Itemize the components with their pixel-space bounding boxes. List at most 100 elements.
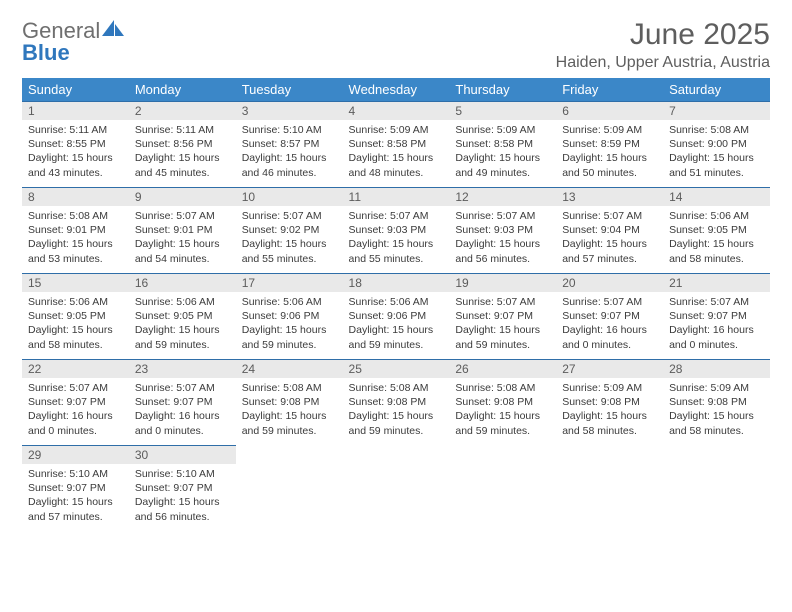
weekday-header: Wednesday bbox=[343, 78, 450, 102]
day-number: 27 bbox=[556, 360, 663, 378]
calendar-cell bbox=[449, 446, 556, 532]
day-number: 28 bbox=[663, 360, 770, 378]
day-details: Sunrise: 5:06 AMSunset: 9:06 PMDaylight:… bbox=[343, 292, 450, 356]
day-details: Sunrise: 5:11 AMSunset: 8:56 PMDaylight:… bbox=[129, 120, 236, 184]
day-details: Sunrise: 5:09 AMSunset: 8:59 PMDaylight:… bbox=[556, 120, 663, 184]
day-number: 22 bbox=[22, 360, 129, 378]
calendar-cell: 2Sunrise: 5:11 AMSunset: 8:56 PMDaylight… bbox=[129, 102, 236, 188]
day-number: 18 bbox=[343, 274, 450, 292]
calendar-cell: 22Sunrise: 5:07 AMSunset: 9:07 PMDayligh… bbox=[22, 360, 129, 446]
day-number: 25 bbox=[343, 360, 450, 378]
day-number: 6 bbox=[556, 102, 663, 120]
day-number: 30 bbox=[129, 446, 236, 464]
calendar-header-row: Sunday Monday Tuesday Wednesday Thursday… bbox=[22, 78, 770, 102]
day-details: Sunrise: 5:09 AMSunset: 8:58 PMDaylight:… bbox=[449, 120, 556, 184]
day-details: Sunrise: 5:09 AMSunset: 8:58 PMDaylight:… bbox=[343, 120, 450, 184]
logo-word-blue: Blue bbox=[22, 40, 70, 65]
day-details: Sunrise: 5:06 AMSunset: 9:05 PMDaylight:… bbox=[22, 292, 129, 356]
calendar-cell: 28Sunrise: 5:09 AMSunset: 9:08 PMDayligh… bbox=[663, 360, 770, 446]
calendar-cell: 23Sunrise: 5:07 AMSunset: 9:07 PMDayligh… bbox=[129, 360, 236, 446]
day-number: 5 bbox=[449, 102, 556, 120]
calendar-cell: 18Sunrise: 5:06 AMSunset: 9:06 PMDayligh… bbox=[343, 274, 450, 360]
calendar-cell: 14Sunrise: 5:06 AMSunset: 9:05 PMDayligh… bbox=[663, 188, 770, 274]
day-number: 26 bbox=[449, 360, 556, 378]
calendar-body: 1Sunrise: 5:11 AMSunset: 8:55 PMDaylight… bbox=[22, 102, 770, 532]
day-number: 21 bbox=[663, 274, 770, 292]
day-number: 7 bbox=[663, 102, 770, 120]
logo-text: General Blue bbox=[22, 18, 126, 64]
calendar-cell: 8Sunrise: 5:08 AMSunset: 9:01 PMDaylight… bbox=[22, 188, 129, 274]
day-details: Sunrise: 5:06 AMSunset: 9:06 PMDaylight:… bbox=[236, 292, 343, 356]
calendar-cell: 19Sunrise: 5:07 AMSunset: 9:07 PMDayligh… bbox=[449, 274, 556, 360]
weekday-header: Saturday bbox=[663, 78, 770, 102]
weekday-header: Friday bbox=[556, 78, 663, 102]
calendar-cell: 9Sunrise: 5:07 AMSunset: 9:01 PMDaylight… bbox=[129, 188, 236, 274]
calendar-cell: 20Sunrise: 5:07 AMSunset: 9:07 PMDayligh… bbox=[556, 274, 663, 360]
day-number: 9 bbox=[129, 188, 236, 206]
calendar-cell: 1Sunrise: 5:11 AMSunset: 8:55 PMDaylight… bbox=[22, 102, 129, 188]
calendar-cell: 11Sunrise: 5:07 AMSunset: 9:03 PMDayligh… bbox=[343, 188, 450, 274]
day-details: Sunrise: 5:07 AMSunset: 9:07 PMDaylight:… bbox=[22, 378, 129, 442]
calendar-cell bbox=[663, 446, 770, 532]
day-number: 2 bbox=[129, 102, 236, 120]
day-number: 3 bbox=[236, 102, 343, 120]
weekday-header: Tuesday bbox=[236, 78, 343, 102]
day-details: Sunrise: 5:10 AMSunset: 9:07 PMDaylight:… bbox=[129, 464, 236, 528]
calendar-cell bbox=[343, 446, 450, 532]
day-details: Sunrise: 5:08 AMSunset: 9:08 PMDaylight:… bbox=[236, 378, 343, 442]
day-details: Sunrise: 5:10 AMSunset: 9:07 PMDaylight:… bbox=[22, 464, 129, 528]
day-details: Sunrise: 5:07 AMSunset: 9:01 PMDaylight:… bbox=[129, 206, 236, 270]
day-number: 4 bbox=[343, 102, 450, 120]
calendar-cell: 13Sunrise: 5:07 AMSunset: 9:04 PMDayligh… bbox=[556, 188, 663, 274]
calendar-cell: 25Sunrise: 5:08 AMSunset: 9:08 PMDayligh… bbox=[343, 360, 450, 446]
day-number: 20 bbox=[556, 274, 663, 292]
calendar-cell: 12Sunrise: 5:07 AMSunset: 9:03 PMDayligh… bbox=[449, 188, 556, 274]
calendar-cell: 7Sunrise: 5:08 AMSunset: 9:00 PMDaylight… bbox=[663, 102, 770, 188]
day-details: Sunrise: 5:07 AMSunset: 9:02 PMDaylight:… bbox=[236, 206, 343, 270]
page-header: General Blue June 2025 Haiden, Upper Aus… bbox=[22, 18, 770, 72]
calendar-week-row: 1Sunrise: 5:11 AMSunset: 8:55 PMDaylight… bbox=[22, 102, 770, 188]
day-number: 17 bbox=[236, 274, 343, 292]
calendar-table: Sunday Monday Tuesday Wednesday Thursday… bbox=[22, 78, 770, 532]
day-number: 8 bbox=[22, 188, 129, 206]
day-number: 19 bbox=[449, 274, 556, 292]
day-number: 14 bbox=[663, 188, 770, 206]
weekday-header: Sunday bbox=[22, 78, 129, 102]
day-details: Sunrise: 5:08 AMSunset: 9:00 PMDaylight:… bbox=[663, 120, 770, 184]
calendar-week-row: 22Sunrise: 5:07 AMSunset: 9:07 PMDayligh… bbox=[22, 360, 770, 446]
day-details: Sunrise: 5:09 AMSunset: 9:08 PMDaylight:… bbox=[663, 378, 770, 442]
day-details: Sunrise: 5:06 AMSunset: 9:05 PMDaylight:… bbox=[129, 292, 236, 356]
day-number: 1 bbox=[22, 102, 129, 120]
calendar-cell: 24Sunrise: 5:08 AMSunset: 9:08 PMDayligh… bbox=[236, 360, 343, 446]
day-number: 11 bbox=[343, 188, 450, 206]
day-number: 10 bbox=[236, 188, 343, 206]
calendar-cell: 26Sunrise: 5:08 AMSunset: 9:08 PMDayligh… bbox=[449, 360, 556, 446]
day-details: Sunrise: 5:07 AMSunset: 9:07 PMDaylight:… bbox=[663, 292, 770, 356]
day-details: Sunrise: 5:06 AMSunset: 9:05 PMDaylight:… bbox=[663, 206, 770, 270]
day-details: Sunrise: 5:08 AMSunset: 9:08 PMDaylight:… bbox=[343, 378, 450, 442]
day-details: Sunrise: 5:07 AMSunset: 9:07 PMDaylight:… bbox=[556, 292, 663, 356]
day-details: Sunrise: 5:07 AMSunset: 9:03 PMDaylight:… bbox=[343, 206, 450, 270]
day-details: Sunrise: 5:11 AMSunset: 8:55 PMDaylight:… bbox=[22, 120, 129, 184]
weekday-header: Thursday bbox=[449, 78, 556, 102]
calendar-cell: 29Sunrise: 5:10 AMSunset: 9:07 PMDayligh… bbox=[22, 446, 129, 532]
calendar-cell: 10Sunrise: 5:07 AMSunset: 9:02 PMDayligh… bbox=[236, 188, 343, 274]
day-details: Sunrise: 5:07 AMSunset: 9:07 PMDaylight:… bbox=[129, 378, 236, 442]
calendar-cell: 5Sunrise: 5:09 AMSunset: 8:58 PMDaylight… bbox=[449, 102, 556, 188]
calendar-cell: 3Sunrise: 5:10 AMSunset: 8:57 PMDaylight… bbox=[236, 102, 343, 188]
day-number: 12 bbox=[449, 188, 556, 206]
day-number: 24 bbox=[236, 360, 343, 378]
day-details: Sunrise: 5:07 AMSunset: 9:03 PMDaylight:… bbox=[449, 206, 556, 270]
day-details: Sunrise: 5:08 AMSunset: 9:01 PMDaylight:… bbox=[22, 206, 129, 270]
calendar-cell: 27Sunrise: 5:09 AMSunset: 9:08 PMDayligh… bbox=[556, 360, 663, 446]
calendar-cell bbox=[556, 446, 663, 532]
calendar-week-row: 8Sunrise: 5:08 AMSunset: 9:01 PMDaylight… bbox=[22, 188, 770, 274]
day-details: Sunrise: 5:07 AMSunset: 9:04 PMDaylight:… bbox=[556, 206, 663, 270]
location-subtitle: Haiden, Upper Austria, Austria bbox=[556, 54, 770, 72]
calendar-cell: 4Sunrise: 5:09 AMSunset: 8:58 PMDaylight… bbox=[343, 102, 450, 188]
title-block: June 2025 Haiden, Upper Austria, Austria bbox=[556, 18, 770, 72]
day-details: Sunrise: 5:07 AMSunset: 9:07 PMDaylight:… bbox=[449, 292, 556, 356]
day-number: 15 bbox=[22, 274, 129, 292]
day-details: Sunrise: 5:10 AMSunset: 8:57 PMDaylight:… bbox=[236, 120, 343, 184]
month-title: June 2025 bbox=[556, 18, 770, 52]
